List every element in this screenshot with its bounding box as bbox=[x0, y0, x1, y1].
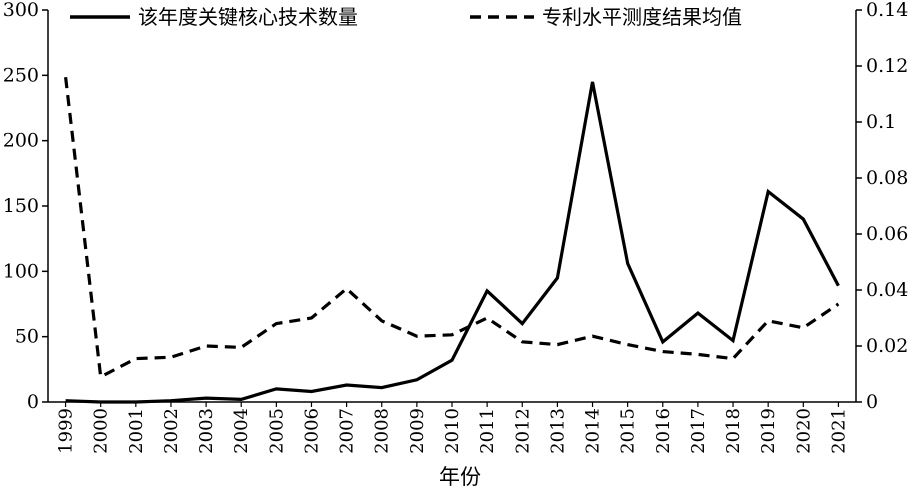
legend: 该年度关键核心技术数量 专利水平测度结果均值 bbox=[70, 5, 742, 29]
x-tick-label: 2017 bbox=[688, 408, 709, 454]
x-axis-title: 年份 bbox=[439, 465, 481, 489]
left-tick-label: 0 bbox=[27, 391, 39, 413]
x-tick-label: 2018 bbox=[723, 408, 744, 454]
x-tick-label: 2003 bbox=[196, 408, 217, 454]
x-tick-label: 2008 bbox=[372, 408, 393, 454]
x-tick-label: 2005 bbox=[266, 408, 287, 454]
left-y-axis-ticks: 0 50 100 150 200 250 300 bbox=[3, 0, 48, 413]
x-tick-label: 2014 bbox=[583, 408, 604, 454]
x-tick-label: 1999 bbox=[56, 408, 77, 454]
left-tick-label: 200 bbox=[3, 130, 39, 152]
series-line-patent-level-mean bbox=[64, 77, 840, 380]
x-tick-label: 2007 bbox=[337, 408, 358, 454]
x-tick-label: 2000 bbox=[91, 408, 112, 454]
x-tick-label: 2012 bbox=[512, 408, 533, 454]
x-tick-label: 2006 bbox=[301, 408, 322, 454]
right-tick-label: 0.06 bbox=[866, 223, 908, 245]
right-tick-label: 0.1 bbox=[866, 111, 896, 133]
right-tick-label: 0.12 bbox=[866, 55, 908, 77]
axes bbox=[47, 10, 857, 403]
x-axis-ticks: 1999 2000 2001 2002 2003 2004 2005 2006 2007 2008… bbox=[56, 402, 849, 454]
series-lines bbox=[64, 77, 840, 404]
left-tick-label: 250 bbox=[3, 64, 39, 86]
x-tick-label: 2016 bbox=[653, 408, 674, 454]
left-tick-label: 50 bbox=[15, 326, 39, 348]
left-tick-label: 300 bbox=[3, 0, 39, 21]
x-tick-label: 2013 bbox=[547, 408, 568, 454]
x-tick-label: 2019 bbox=[758, 408, 779, 454]
right-tick-label: 0.04 bbox=[866, 279, 908, 301]
x-tick-label: 2001 bbox=[126, 408, 147, 454]
left-tick-label: 100 bbox=[3, 260, 39, 282]
right-y-axis-ticks: 0 0.02 0.04 0.06 0.08 0.1 0.12 0.14 bbox=[856, 0, 908, 413]
x-tick-label: 2015 bbox=[618, 408, 639, 454]
legend-label-patient-level-mean: 专利水平测度结果均值 bbox=[542, 5, 742, 29]
left-tick-label: 150 bbox=[3, 195, 39, 217]
x-tick-label: 2010 bbox=[442, 408, 463, 454]
x-tick-label: 2021 bbox=[828, 408, 849, 454]
x-tick-label: 2020 bbox=[793, 408, 814, 454]
right-tick-label: 0.14 bbox=[866, 0, 908, 21]
x-tick-label: 2011 bbox=[477, 408, 498, 454]
right-tick-label: 0 bbox=[866, 391, 878, 413]
x-tick-label: 2002 bbox=[161, 408, 182, 454]
legend-label-core-tech-count: 该年度关键核心技术数量 bbox=[138, 5, 358, 29]
series-line-core-tech-count bbox=[65, 81, 840, 404]
x-tick-label: 2004 bbox=[231, 408, 252, 454]
right-tick-label: 0.02 bbox=[866, 335, 908, 357]
right-tick-label: 0.08 bbox=[866, 167, 908, 189]
x-tick-label: 2009 bbox=[407, 408, 428, 454]
